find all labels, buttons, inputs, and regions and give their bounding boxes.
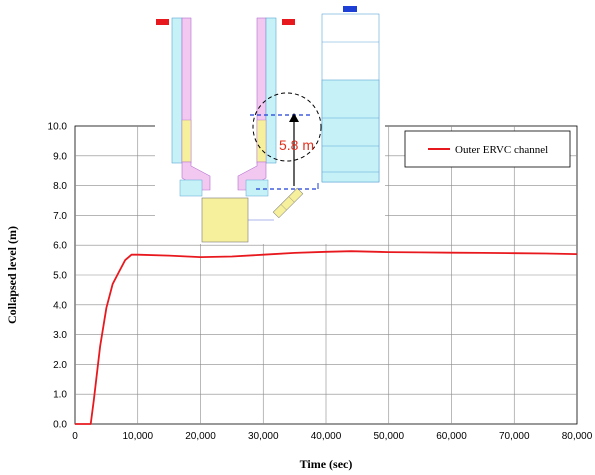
y-tick-label: 8.0	[53, 181, 67, 192]
x-tick-label: 80,000	[562, 431, 593, 442]
legend: Outer ERVC channel	[404, 130, 571, 168]
x-tick-label: 40,000	[311, 431, 342, 442]
left-riser-lower	[181, 119, 192, 163]
x-tick-labels: 0 10,000 20,000 30,000 40,000 50,000 60,000 70,…	[72, 431, 593, 442]
x-tick-label: 60,000	[436, 431, 467, 442]
x-tick-label: 0	[72, 431, 78, 442]
left-junction	[179, 179, 203, 197]
y-tick-label: 9.0	[53, 151, 67, 162]
series-line-0	[75, 250, 578, 425]
y-tick-labels: 0.0 1.0 2.0 3.0 4.0 5.0 6.0 7.0 8.0 9.0 10.0	[48, 122, 68, 431]
ervc-schematic-inset: 5.8 m	[155, 6, 385, 244]
right-top-tag	[282, 19, 295, 25]
highlight-circle	[252, 92, 322, 162]
y-tick-label: 3.0	[53, 330, 67, 341]
y-tick-label: 10.0	[48, 122, 68, 133]
bottom-plenum	[201, 197, 249, 243]
y-tick-label: 4.0	[53, 300, 67, 311]
level-arrow-head	[289, 113, 299, 122]
y-tick-label: 6.0	[53, 241, 67, 252]
series-group	[75, 250, 578, 425]
x-tick-label: 70,000	[499, 431, 530, 442]
left-top-tag	[156, 19, 169, 25]
tank-top-tag	[343, 6, 357, 12]
y-tick-label: 1.0	[53, 390, 67, 401]
y-axis-title: Collapsed level (m)	[5, 226, 19, 324]
right-riser-outer	[265, 17, 277, 164]
x-tick-label: 50,000	[373, 431, 404, 442]
tank-water	[321, 79, 380, 183]
x-tick-label: 10,000	[122, 431, 153, 442]
left-riser-outer	[171, 17, 183, 164]
right-riser-lower	[256, 119, 267, 163]
x-tick-label: 20,000	[185, 431, 216, 442]
right-junction	[245, 179, 269, 197]
y-tick-label: 2.0	[53, 360, 67, 371]
x-axis-title: Time (sec)	[300, 457, 353, 471]
x-tick-label: 30,000	[248, 431, 279, 442]
diagonal-pipe	[272, 187, 304, 219]
legend-label-outer-ervc: Outer ERVC channel	[455, 144, 548, 156]
y-tick-label: 0.0	[53, 420, 67, 431]
y-tick-label: 7.0	[53, 211, 67, 222]
y-tick-label: 5.0	[53, 271, 67, 282]
annotation-5.8m: 5.8 m	[279, 137, 314, 153]
